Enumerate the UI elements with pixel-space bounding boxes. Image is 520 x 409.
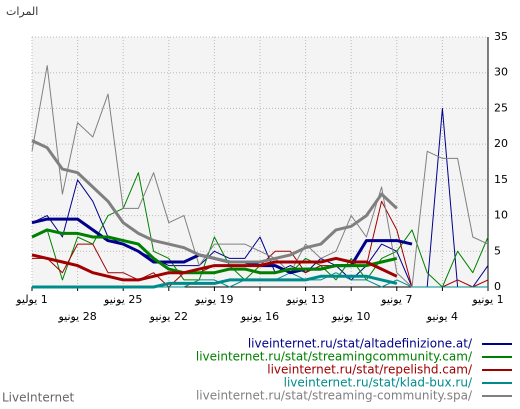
trend-line bbox=[31, 139, 398, 264]
x-tick-label: 16 يونيو bbox=[240, 310, 279, 323]
y-tick-label: 10 bbox=[494, 209, 508, 222]
y-tick-label: 25 bbox=[494, 101, 508, 114]
legend-label: liveinternet.ru/stat/klad-bux.ru/ bbox=[284, 376, 473, 390]
trend-line bbox=[31, 253, 398, 282]
legend-label: liveinternet.ru/stat/streaming-community… bbox=[196, 389, 473, 403]
y-axis-label: المرات bbox=[6, 5, 38, 18]
plot-area bbox=[32, 37, 488, 287]
legend-label: liveinternet.ru/stat/altadefinizione.at/ bbox=[248, 337, 473, 351]
x-tick-label: 13 يونيو bbox=[285, 293, 324, 306]
trend-line bbox=[32, 274, 398, 289]
x-tick-label: 7 يونيو bbox=[380, 293, 412, 306]
y-tick-label: 30 bbox=[494, 66, 508, 79]
x-tick-label: 25 يونيو bbox=[103, 293, 142, 306]
legend-label: liveinternet.ru/stat/streamingcommunity.… bbox=[196, 350, 473, 364]
x-tick-label: 1 يوليو bbox=[15, 293, 48, 306]
x-tick-label: 1 يونيو bbox=[471, 293, 503, 306]
x-tick-label: 10 يونيو bbox=[331, 310, 370, 323]
footer: LiveInternet bbox=[2, 391, 74, 405]
x-tick-label: 28 يونيو bbox=[57, 310, 96, 323]
y-tick-label: 35 bbox=[494, 30, 508, 43]
y-tick-label: 0 bbox=[494, 280, 501, 293]
x-tick-label: 19 يونيو bbox=[194, 293, 233, 306]
y-tick-label: 15 bbox=[494, 173, 508, 186]
x-tick-label: 4 يونيو bbox=[426, 310, 458, 323]
y-tick-label: 5 bbox=[494, 244, 501, 257]
trend-line bbox=[31, 228, 398, 275]
legend-label: liveinternet.ru/stat/repelishd.cam/ bbox=[267, 363, 473, 377]
series-line bbox=[31, 65, 489, 288]
x-tick-label: 22 يونيو bbox=[149, 310, 188, 323]
y-tick-label: 20 bbox=[494, 137, 508, 150]
